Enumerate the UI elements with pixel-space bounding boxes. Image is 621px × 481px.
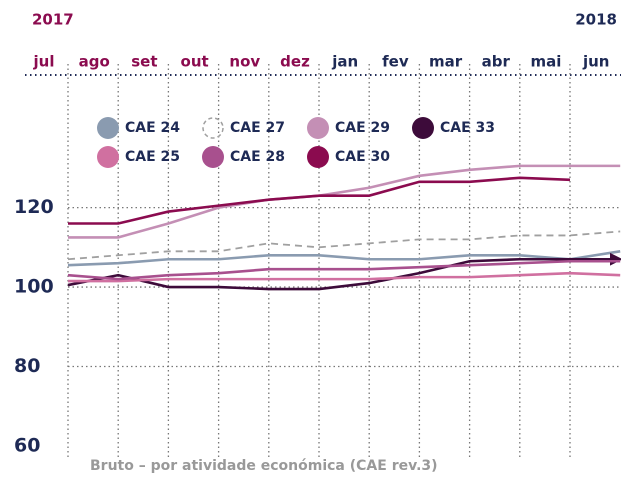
x-tick-label: jun <box>582 53 610 71</box>
legend-label: CAE 29 <box>335 120 390 136</box>
legend-swatch <box>202 146 224 168</box>
legend-label: CAE 33 <box>440 120 495 136</box>
y-tick-label: 80 <box>14 355 40 377</box>
legend-label: CAE 28 <box>230 149 285 165</box>
legend-label: CAE 24 <box>125 120 180 136</box>
x-tick-label: mai <box>531 53 562 71</box>
note: Bruto – por atividade económica (CAE rev… <box>90 458 438 474</box>
x-tick-label: set <box>131 53 157 71</box>
series-line <box>68 164 621 239</box>
legend-swatch <box>307 146 329 168</box>
series-line <box>67 250 621 267</box>
series-line <box>68 176 571 225</box>
x-tick-label: out <box>181 53 209 71</box>
legend-label: CAE 25 <box>125 149 180 165</box>
y-tick-label: 120 <box>14 196 54 218</box>
x-tick-label: ago <box>79 53 110 71</box>
x-tick-label: jan <box>331 53 358 71</box>
year-label: 2017 <box>32 11 74 29</box>
legend-swatch <box>97 117 119 139</box>
x-tick-label: nov <box>229 53 260 71</box>
x-tick-label: fev <box>382 53 409 71</box>
year-label: 2018 <box>575 11 617 29</box>
x-tick-label: jul <box>33 53 55 71</box>
series-line <box>68 271 621 283</box>
legend-swatch <box>412 117 434 139</box>
legend-label: CAE 30 <box>335 149 390 165</box>
series-line <box>67 230 621 261</box>
y-tick-label: 100 <box>14 276 54 298</box>
legend-swatch <box>307 117 329 139</box>
y-tick-label: 60 <box>14 435 40 457</box>
series-line <box>67 259 621 281</box>
legend-swatch <box>202 117 224 139</box>
series-line <box>67 252 621 291</box>
x-tick-label: mar <box>429 53 463 71</box>
x-tick-label: abr <box>482 53 511 71</box>
legend-label: CAE 27 <box>230 120 285 136</box>
legend-swatch <box>97 146 119 168</box>
x-tick-label: dez <box>280 53 310 71</box>
